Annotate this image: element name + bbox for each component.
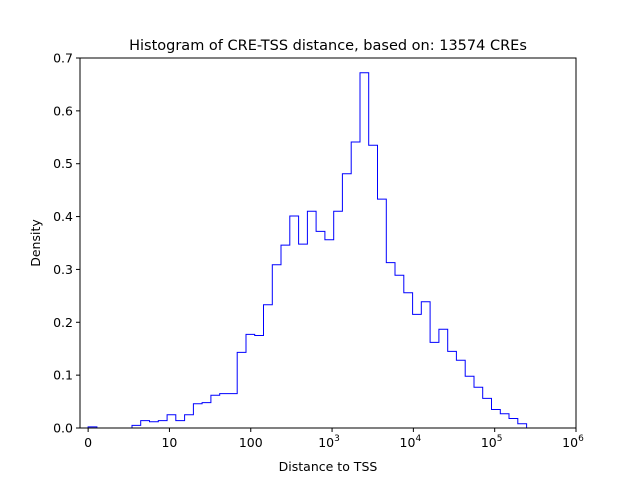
x-tick-label: 105: [481, 434, 503, 450]
chart-title: Histogram of CRE-TSS distance, based on:…: [129, 38, 527, 54]
x-tick-label: 104: [400, 434, 422, 450]
x-axis-label: Distance to TSS: [279, 459, 378, 474]
plot-area: [87, 72, 536, 429]
x-tick-label: 10: [161, 435, 177, 450]
x-tick-label: 103: [318, 434, 340, 450]
y-tick-label: 0.0: [53, 421, 73, 436]
x-axis: 0 10 100 103 104 105 106: [84, 428, 584, 450]
y-axis-label: Density: [28, 219, 43, 267]
x-tick-label: 100: [239, 435, 263, 450]
y-tick-label: 0.3: [53, 262, 73, 277]
y-tick-label: 0.4: [53, 209, 73, 224]
histogram-step-line: [87, 72, 536, 429]
y-tick-label: 0.5: [53, 156, 73, 171]
x-tick-label: 106: [562, 434, 584, 450]
y-tick-label: 0.6: [53, 103, 73, 118]
y-tick-label: 0.1: [53, 368, 73, 383]
y-tick-label: 0.7: [53, 51, 73, 66]
y-tick-label: 0.2: [53, 315, 73, 330]
plot-frame: [79, 57, 577, 429]
x-tick-label: 0: [84, 435, 92, 450]
y-axis: 0.0 0.1 0.2 0.3 0.4 0.5 0.6 0.7: [53, 51, 80, 436]
